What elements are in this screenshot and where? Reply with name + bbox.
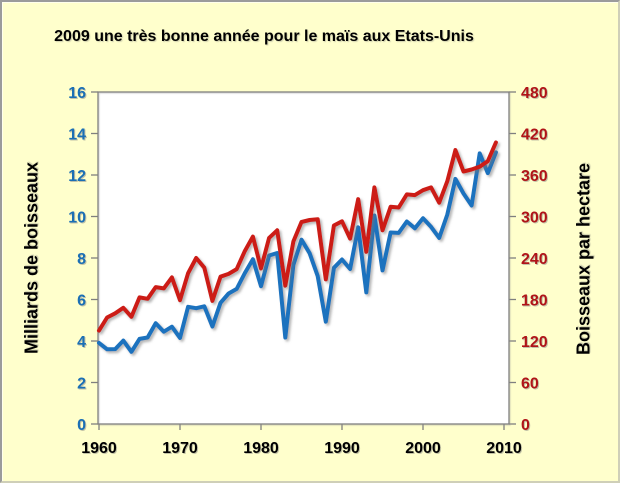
left-tick-label: 12 (68, 168, 86, 185)
right-tick-label: 240 (521, 251, 548, 268)
left-tick-label: 0 (77, 417, 86, 434)
right-tick-label: 120 (521, 334, 548, 351)
right-tick-label: 0 (521, 417, 530, 434)
production-line (97, 150, 498, 354)
x-tick-label: 1970 (162, 440, 198, 457)
left-tick-label: 10 (68, 210, 86, 227)
right-tick-label: 180 (521, 293, 548, 310)
plot-border (97, 91, 510, 425)
right-tick-label: 300 (521, 210, 548, 227)
left-tick-label: 8 (77, 251, 86, 268)
x-tick-label: 1990 (324, 440, 360, 457)
right-tick-label: 420 (521, 127, 548, 144)
right-tick-label: 480 (521, 85, 548, 102)
x-tick-label: 2010 (486, 440, 522, 457)
left-tick-label: 14 (68, 127, 86, 144)
right-tick-label: 60 (521, 376, 539, 393)
left-tick-label: 4 (77, 334, 86, 351)
right-tick-label: 360 (521, 168, 548, 185)
x-tick-label: 1980 (243, 440, 279, 457)
x-tick-label: 2000 (405, 440, 441, 457)
yield-line (97, 140, 498, 333)
left-tick-label: 16 (68, 85, 86, 102)
left-tick-label: 2 (77, 376, 86, 393)
x-tick-label: 1960 (81, 440, 117, 457)
left-tick-label: 6 (77, 293, 86, 310)
chart-title: 2009 une très bonne année pour le maïs a… (54, 28, 474, 45)
